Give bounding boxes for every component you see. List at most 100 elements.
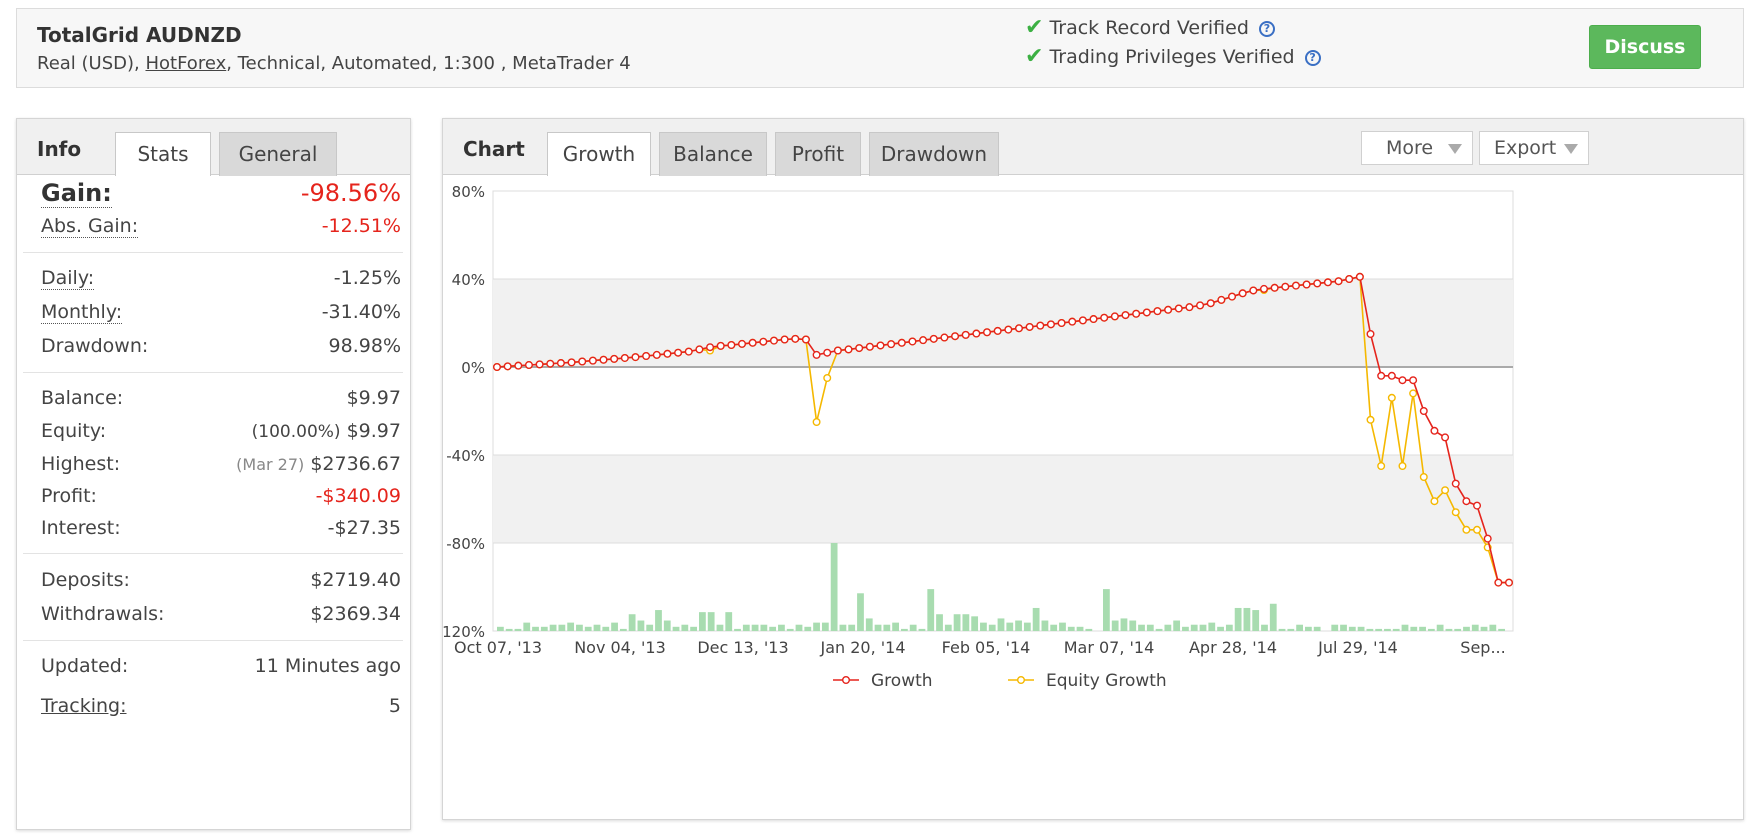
growth-point	[546, 359, 555, 368]
equity-value: $9.97	[346, 420, 401, 442]
volume-bar	[1252, 610, 1260, 631]
info-title: Info	[37, 137, 82, 161]
growth-point	[897, 338, 906, 347]
volume-bar	[1173, 620, 1181, 631]
x-tick-label: Jul 29, '14	[1317, 638, 1398, 657]
interest-label: Interest:	[41, 517, 121, 539]
discuss-button[interactable]: Discuss	[1589, 25, 1701, 69]
chart-panel: Chart Growth Balance Profit Drawdown Mor…	[442, 118, 1744, 820]
volume-bar	[1480, 626, 1488, 631]
equity-growth-point	[1409, 389, 1418, 398]
chart-tabbar: Chart Growth Balance Profit Drawdown Mor…	[443, 119, 1743, 176]
volume-bar	[1401, 624, 1409, 631]
help-icon[interactable]: ?	[1258, 21, 1275, 37]
volume-bar	[699, 612, 706, 631]
growth-point	[812, 350, 821, 359]
growth-point	[983, 328, 992, 337]
tracking-value: 5	[388, 695, 401, 717]
volume-bar	[865, 618, 873, 631]
gain-label[interactable]: Gain:	[41, 179, 112, 208]
track-record-verified-label: Track Record Verified	[1049, 17, 1249, 39]
volume-bar	[795, 624, 803, 631]
tab-drawdown[interactable]: Drawdown	[869, 132, 999, 176]
tab-general[interactable]: General	[219, 132, 337, 176]
daily-label[interactable]: Daily:	[41, 267, 95, 290]
tracking-link[interactable]: Tracking:	[41, 695, 127, 717]
growth-point	[823, 348, 832, 357]
growth-point	[908, 337, 917, 346]
volume-bar	[1225, 624, 1233, 631]
x-tick-label: Feb 05, '14	[942, 638, 1031, 657]
growth-point	[738, 339, 747, 348]
growth-point	[855, 344, 864, 353]
equity-value-group: (100.00%) $9.97	[252, 420, 401, 442]
growth-point	[1100, 313, 1109, 322]
chevron-down-icon	[1564, 144, 1578, 154]
volume-bar	[1427, 628, 1435, 631]
volume-bar	[1287, 628, 1295, 631]
volume-bar	[953, 614, 961, 631]
profit-label: Profit:	[41, 485, 97, 507]
growth-point	[642, 351, 651, 360]
volume-bar	[751, 624, 759, 631]
volume-bar	[1454, 628, 1462, 631]
export-dropdown[interactable]: Export	[1479, 131, 1589, 165]
volume-bar	[540, 626, 548, 631]
more-dropdown[interactable]: More	[1361, 131, 1473, 165]
interest-value: -$27.35	[327, 517, 401, 539]
growth-point	[1078, 316, 1087, 325]
volume-bar	[1331, 624, 1339, 631]
growth-point	[780, 335, 789, 344]
check-icon: ✔	[1025, 15, 1044, 40]
volume-bar	[1146, 624, 1154, 631]
volume-bar	[1076, 626, 1084, 631]
more-label: More	[1386, 137, 1434, 159]
volume-bar	[839, 624, 847, 631]
growth-point	[1291, 281, 1300, 290]
volume-bar	[690, 626, 697, 631]
volume-bar	[821, 622, 829, 631]
account-type: Real (USD),	[37, 53, 146, 74]
volume-bar	[1067, 626, 1075, 631]
growth-point	[1259, 284, 1268, 293]
gain-row: Gain: -98.56%	[41, 179, 401, 209]
growth-point	[1228, 292, 1237, 301]
tab-profit[interactable]: Profit	[775, 132, 861, 176]
broker-link[interactable]: HotForex	[145, 53, 227, 74]
growth-point	[1483, 534, 1492, 543]
growth-point	[1473, 501, 1482, 510]
volume-bar	[1032, 607, 1040, 631]
abs-gain-label[interactable]: Abs. Gain:	[41, 215, 139, 238]
growth-point	[1196, 301, 1205, 310]
volume-bar	[1375, 628, 1383, 631]
growth-point	[1377, 371, 1386, 380]
volume-bar	[1392, 628, 1400, 631]
growth-point	[929, 334, 938, 343]
help-icon[interactable]: ?	[1304, 50, 1321, 66]
chart-title: Chart	[463, 137, 525, 161]
tab-stats[interactable]: Stats	[115, 132, 211, 176]
growth-point	[1430, 426, 1439, 435]
tab-balance[interactable]: Balance	[659, 132, 767, 176]
volume-bar	[1445, 628, 1453, 631]
growth-point	[620, 353, 629, 362]
volume-bar	[988, 624, 996, 631]
equity-growth-point	[1366, 415, 1375, 424]
updated-label: Updated:	[41, 655, 129, 677]
y-tick-label: -80%	[446, 535, 485, 553]
growth-point	[887, 340, 896, 349]
volume-bar	[707, 612, 715, 631]
volume-bar	[1059, 622, 1066, 631]
monthly-label[interactable]: Monthly:	[41, 301, 123, 324]
export-label: Export	[1494, 137, 1557, 159]
check-icon: ✔	[1025, 44, 1044, 69]
highest-date: (Mar 27)	[236, 455, 305, 474]
volume-bar	[742, 624, 750, 631]
x-tick-label: Oct 07, '13	[454, 638, 542, 657]
growth-point	[1185, 303, 1194, 312]
volume-bar	[944, 624, 952, 631]
volume-bar	[505, 628, 513, 631]
tab-growth[interactable]: Growth	[547, 132, 651, 176]
growth-point	[972, 329, 981, 338]
growth-point	[759, 337, 768, 346]
